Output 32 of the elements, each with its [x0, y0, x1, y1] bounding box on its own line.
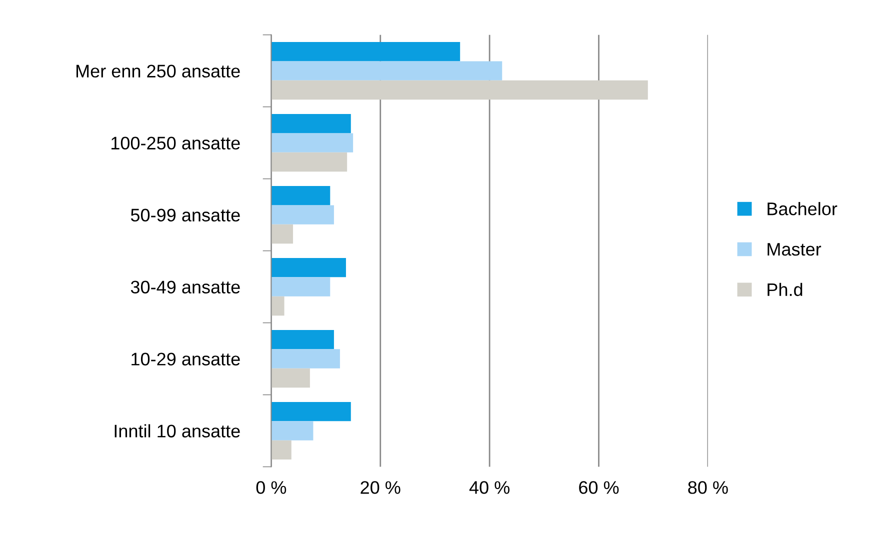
- bar: [271, 205, 334, 224]
- legend-label: Ph.d: [768, 282, 802, 296]
- bar: [271, 258, 346, 278]
- bar: [271, 186, 330, 206]
- bar: [271, 277, 330, 296]
- y-tick-label: 30-49 ansatte: [130, 280, 240, 294]
- bar: [271, 296, 284, 316]
- x-tick-label: 80 %: [688, 481, 728, 494]
- bar: [271, 133, 354, 152]
- legend-label: Master: [768, 243, 822, 256]
- bar: [271, 114, 351, 134]
- bar: [271, 152, 348, 172]
- y-tick-label: 100-250 ansatte: [112, 136, 240, 150]
- y-tick-label: Inntil 10 ansatte: [114, 424, 240, 438]
- bar: [271, 61, 502, 80]
- y-tick-label: 10-29 ansatte: [132, 352, 240, 366]
- bar: [271, 330, 334, 350]
- bar: [271, 80, 648, 100]
- bar: [271, 421, 314, 440]
- x-tick-label: 0 %: [256, 481, 286, 494]
- bar: [271, 224, 294, 244]
- y-tick-label: Mer enn 250 ansatte: [76, 64, 240, 78]
- y-tick-label: 50-99 ansatte: [130, 208, 240, 222]
- legend-label: Bachelor: [768, 202, 838, 216]
- bar: [271, 440, 292, 460]
- bar: [271, 349, 340, 368]
- bar: [271, 368, 310, 388]
- x-tick-label: 40 %: [469, 481, 510, 494]
- bar: [271, 402, 351, 422]
- x-tick-label: 20 %: [360, 481, 400, 494]
- bar: [271, 42, 460, 62]
- x-tick-label: 60 %: [579, 481, 619, 494]
